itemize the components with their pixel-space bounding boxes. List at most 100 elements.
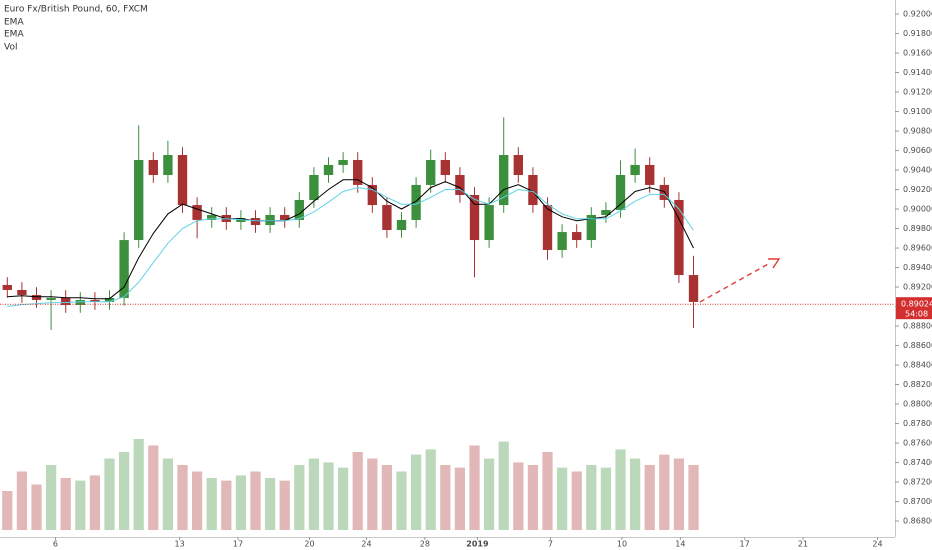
- candle-body: [645, 164, 655, 185]
- candle-body: [90, 300, 100, 302]
- candle-body: [2, 284, 12, 290]
- candle-body: [469, 194, 480, 241]
- indicator-label: EMA: [4, 30, 24, 40]
- candle-body: [455, 175, 465, 195]
- volume-bar: [396, 471, 407, 530]
- volume-pane: [2, 439, 699, 530]
- volume-bar: [600, 467, 612, 530]
- price-pane: [0, 117, 895, 330]
- x-tick-label: 24: [361, 540, 371, 549]
- volume-bar: [308, 458, 320, 530]
- candle-body: [513, 155, 523, 176]
- candle-body: [323, 164, 334, 176]
- candle-body: [411, 184, 421, 220]
- volume-bar: [191, 471, 203, 530]
- last-price-box: [896, 297, 932, 320]
- volume-bar: [586, 465, 597, 530]
- candle-body: [192, 205, 202, 220]
- candle-body: [484, 205, 494, 241]
- volume-bar: [469, 445, 480, 530]
- x-tick-label: 6: [53, 540, 58, 549]
- x-tick-label: 10: [617, 540, 627, 549]
- volume-bar: [133, 439, 144, 530]
- volume-bar: [264, 478, 276, 530]
- indicator-label: EMA: [4, 18, 24, 28]
- volume-bar: [294, 465, 305, 530]
- volume-bar: [498, 441, 509, 530]
- candle-body: [440, 159, 450, 176]
- volume-bar: [571, 471, 582, 530]
- volume-bar: [104, 458, 115, 530]
- forecast-arrow-head: [768, 258, 781, 269]
- candle-body: [396, 219, 407, 230]
- candle-body: [309, 175, 319, 200]
- candle-body: [528, 175, 538, 206]
- volume-bar: [542, 452, 553, 530]
- volume-bar: [118, 452, 130, 530]
- volume-bar: [16, 471, 28, 530]
- candle-body: [572, 232, 582, 241]
- candle-body: [75, 300, 85, 305]
- candle-body: [353, 159, 363, 185]
- volume-bar: [45, 465, 57, 530]
- candle-body: [280, 214, 290, 220]
- candle-body: [601, 210, 611, 215]
- volume-bar: [484, 458, 495, 530]
- volume-bar: [352, 452, 363, 530]
- volume-bar: [148, 445, 159, 530]
- volume-bar: [279, 480, 290, 530]
- ema-line: [7, 179, 694, 300]
- candle-body: [674, 199, 684, 276]
- candle-body: [61, 297, 71, 305]
- countdown-label: 54:08: [905, 310, 928, 319]
- ema-line: [7, 187, 694, 307]
- volume-bar: [673, 458, 685, 530]
- volume-bar: [31, 484, 42, 530]
- volume-bar: [425, 449, 436, 530]
- volume-bar: [410, 454, 422, 530]
- volume-bar: [2, 491, 13, 530]
- volume-bar: [206, 478, 217, 530]
- volume-bar: [75, 480, 86, 530]
- candle-body: [294, 199, 304, 220]
- last-price-label: 0.89024: [901, 300, 932, 309]
- candle-body: [688, 275, 699, 302]
- volume-bar: [381, 465, 393, 530]
- x-tick-label: 7: [548, 540, 553, 549]
- volume-bar: [250, 471, 261, 530]
- chart-title: Euro Fx/British Pound, 60, FXCM: [4, 5, 148, 15]
- candle-body: [177, 155, 188, 206]
- volume-bar: [454, 467, 466, 530]
- volume-bar: [235, 475, 247, 530]
- candle-body: [31, 295, 42, 301]
- candle-body: [426, 159, 436, 185]
- candle-body: [250, 218, 261, 226]
- candle-body: [134, 159, 144, 241]
- x-tick-label: 20: [304, 540, 314, 549]
- x-tick-label: 14: [675, 540, 685, 549]
- candle-body: [630, 164, 640, 176]
- x-tick-label: 24: [872, 540, 882, 549]
